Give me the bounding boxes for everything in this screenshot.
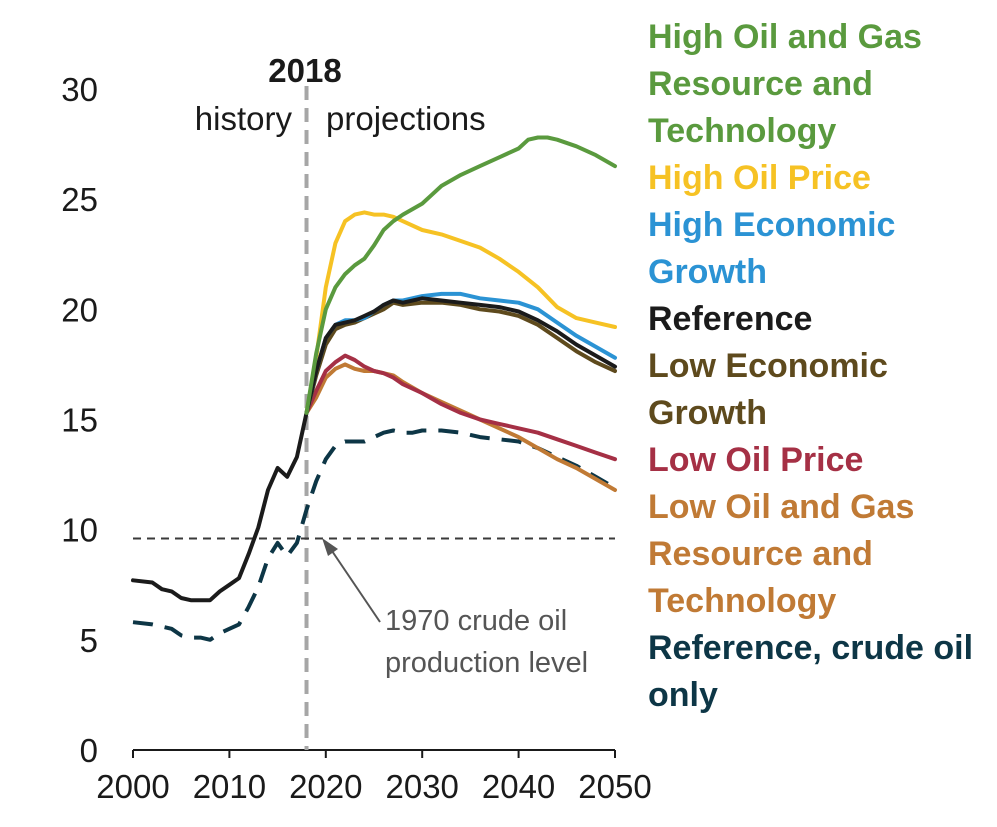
y-tick-label: 15 bbox=[61, 402, 98, 439]
projections-label: projections bbox=[326, 100, 486, 137]
series-line-low-oil-and-gas-resource-and-technology bbox=[304, 362, 617, 492]
annotation-line-2: production level bbox=[385, 647, 588, 679]
legend-item: High Oil and Gas Resource and Technology bbox=[648, 18, 922, 150]
x-tick-label: 2050 bbox=[578, 768, 651, 805]
y-tick-label: 30 bbox=[61, 71, 98, 108]
chart-annotations: 2018 history projections 1970 crude oil … bbox=[195, 52, 588, 679]
annotation-arrow-shaft bbox=[329, 547, 381, 623]
y-tick-label: 10 bbox=[61, 512, 98, 549]
series-line-reference bbox=[131, 296, 617, 603]
chart-axes: 2000 2010 2020 2030 2040 2050 0 5 10 15 20 25 30 bbox=[61, 71, 651, 805]
legend-item: Reference bbox=[648, 300, 813, 338]
y-tick-label: 25 bbox=[61, 181, 98, 218]
series-line-low-economic-growth bbox=[304, 300, 617, 415]
annotation-line-1: 1970 crude oil bbox=[385, 605, 567, 637]
legend-item: Low Oil Price bbox=[648, 441, 864, 479]
chart-legend: High Oil and Gas Resource and Technology… bbox=[648, 14, 993, 719]
series-line-high-oil-and-gas-resource-and-technology bbox=[304, 135, 617, 415]
chart-series bbox=[131, 135, 617, 642]
legend-item: Low Oil and Gas Resource and Technology bbox=[648, 488, 915, 620]
legend-item: High Economic Growth bbox=[648, 206, 896, 291]
legend-item: High Oil Price bbox=[648, 159, 871, 197]
legend-item: Low Economic Growth bbox=[648, 347, 888, 432]
legend-item: Reference, crude oil only bbox=[648, 629, 974, 714]
x-tick-label: 2010 bbox=[193, 768, 266, 805]
x-tick-label: 2030 bbox=[385, 768, 458, 805]
annotation-arrow-head bbox=[322, 538, 338, 556]
x-tick-label: 2000 bbox=[96, 768, 169, 805]
y-tick-label: 20 bbox=[61, 291, 98, 328]
x-tick-label: 2020 bbox=[289, 768, 362, 805]
x-tick-label: 2040 bbox=[482, 768, 555, 805]
series-line-high-oil-price bbox=[304, 210, 617, 415]
divider-year-label: 2018 bbox=[268, 52, 341, 89]
history-label: history bbox=[195, 100, 293, 137]
series-line-low-oil-price bbox=[304, 353, 617, 462]
y-tick-label: 0 bbox=[80, 732, 98, 769]
y-tick-label: 5 bbox=[80, 622, 98, 659]
